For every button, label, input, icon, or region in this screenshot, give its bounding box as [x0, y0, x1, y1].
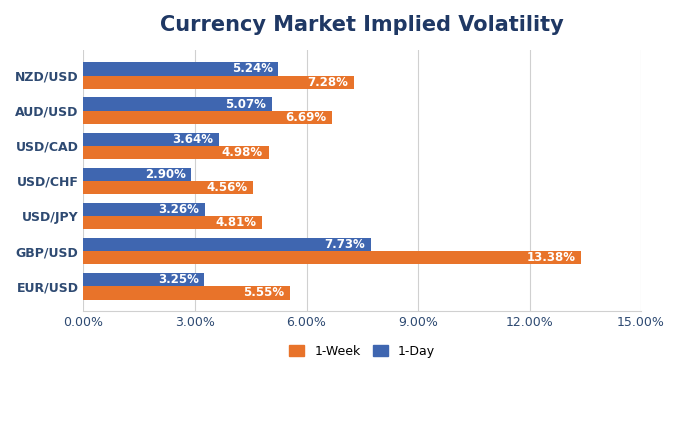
- Text: 4.98%: 4.98%: [222, 146, 263, 159]
- Bar: [84, 286, 290, 300]
- Text: 6.69%: 6.69%: [286, 111, 326, 124]
- Text: 4.81%: 4.81%: [216, 216, 257, 229]
- Bar: [84, 238, 371, 251]
- Text: 3.64%: 3.64%: [172, 133, 214, 146]
- Bar: [84, 146, 269, 159]
- Bar: [84, 168, 191, 181]
- Bar: [84, 216, 262, 229]
- Title: Currency Market Implied Volatility: Currency Market Implied Volatility: [160, 15, 564, 35]
- Text: 13.38%: 13.38%: [526, 251, 575, 264]
- Bar: [84, 133, 219, 146]
- Text: 2.90%: 2.90%: [145, 168, 186, 181]
- Text: 5.24%: 5.24%: [232, 62, 273, 75]
- Bar: [84, 97, 272, 111]
- Text: 7.28%: 7.28%: [307, 76, 349, 89]
- Text: 3.26%: 3.26%: [158, 203, 199, 216]
- Bar: [84, 111, 332, 124]
- Bar: [84, 203, 205, 216]
- Text: 7.73%: 7.73%: [324, 238, 365, 251]
- Text: 5.07%: 5.07%: [226, 98, 267, 111]
- Bar: [84, 76, 354, 89]
- Text: 3.25%: 3.25%: [158, 273, 199, 286]
- Text: 5.55%: 5.55%: [243, 286, 284, 299]
- Text: 4.56%: 4.56%: [206, 181, 248, 194]
- Bar: [84, 181, 253, 195]
- Bar: [84, 273, 204, 286]
- Bar: [84, 62, 278, 76]
- Legend: 1-Week, 1-Day: 1-Week, 1-Day: [284, 340, 440, 362]
- Bar: [84, 251, 581, 264]
